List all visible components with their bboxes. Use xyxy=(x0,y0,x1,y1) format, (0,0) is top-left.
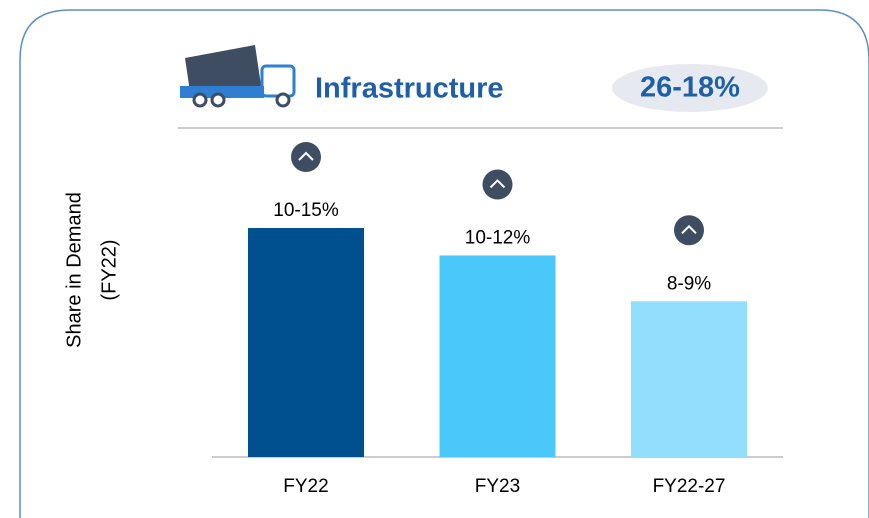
bar xyxy=(631,301,747,457)
card-border xyxy=(19,9,869,518)
x-tick-label: FY22-27 xyxy=(653,476,726,497)
badge: 26-18% xyxy=(640,72,740,104)
chart-title: Infrastructure xyxy=(315,73,504,105)
up-chevron xyxy=(489,179,506,189)
badge-bg xyxy=(612,64,768,112)
data-label: 8-9% xyxy=(667,273,711,294)
bar xyxy=(439,255,556,457)
up-icon xyxy=(674,215,704,246)
x-tick-label: FY22 xyxy=(283,476,328,497)
data-label: 10-12% xyxy=(465,227,531,248)
up-icon xyxy=(291,142,321,172)
bar xyxy=(248,228,364,457)
x-tick-label: FY23 xyxy=(475,476,520,497)
up-chevron xyxy=(298,151,314,161)
y-axis-label: Share in Demand xyxy=(63,192,85,348)
y-axis-label: (FY22) xyxy=(98,239,120,300)
truck-icon xyxy=(180,45,296,108)
up-icon xyxy=(482,169,513,200)
up-chevron xyxy=(681,224,697,234)
data-label: 10-15% xyxy=(273,200,339,221)
